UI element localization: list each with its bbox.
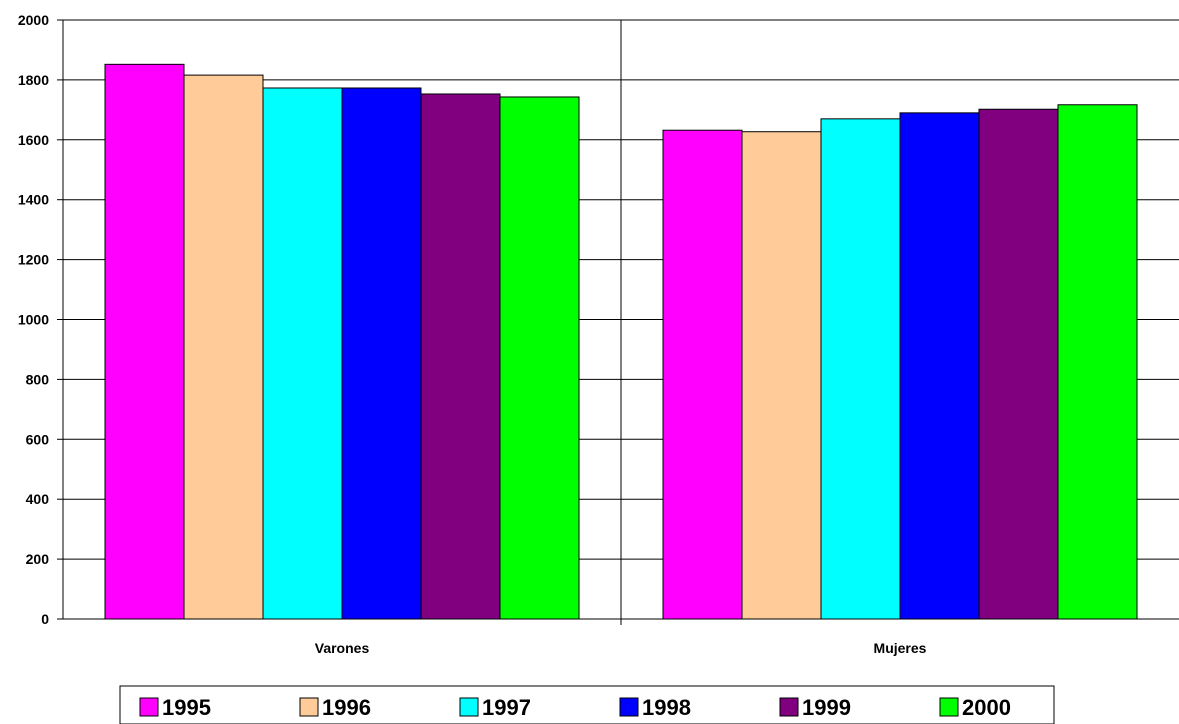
- y-tick-label: 1000: [18, 312, 49, 328]
- y-tick-label: 1600: [18, 132, 49, 148]
- legend: 1995 1996 1997 1998 1999 2000: [119, 685, 1055, 724]
- bar-varones-1996: [183, 74, 264, 620]
- y-tick-label: 0: [41, 611, 49, 627]
- legend-label-1999: 1999: [802, 695, 851, 720]
- y-tick-label: 1400: [18, 192, 49, 208]
- y-tick-label: 600: [26, 431, 50, 447]
- bar-mujeres-1999: [978, 108, 1059, 620]
- y-tick-label: 400: [26, 491, 50, 507]
- y-tick-label: 200: [26, 551, 50, 567]
- bar-varones-1999: [420, 93, 501, 620]
- legend-label-1996: 1996: [322, 695, 371, 720]
- legend-swatch-1998: [619, 697, 639, 717]
- bars: [104, 63, 1138, 620]
- bar-varones-1998: [341, 87, 422, 620]
- legend-swatch-1996: [299, 697, 319, 717]
- legend-swatch-1995: [139, 697, 159, 717]
- bar-mujeres-1995: [662, 129, 743, 620]
- bar-mujeres-1998: [899, 112, 980, 620]
- legend-label-1997: 1997: [482, 695, 531, 720]
- legend-label-1995: 1995: [162, 695, 211, 720]
- bar-mujeres-1997: [820, 118, 901, 620]
- x-category-label: Mujeres: [874, 640, 927, 656]
- bar-varones-1997: [262, 87, 343, 620]
- bar-varones-1995: [104, 63, 185, 620]
- bar-mujeres-2000: [1057, 104, 1138, 620]
- legend-swatch-2000: [939, 697, 959, 717]
- bar-varones-2000: [499, 96, 580, 620]
- x-category-label: Varones: [315, 640, 370, 656]
- legend-swatch-1997: [459, 697, 479, 717]
- legend-box: [119, 685, 1055, 724]
- legend-label-2000: 2000: [962, 695, 1011, 720]
- y-tick-label: 2000: [18, 12, 49, 28]
- y-tick-label: 800: [26, 371, 50, 387]
- axes: 0 200 400 600 800 1000 1200 1400 1600 1800 2000 Var…: [18, 12, 1179, 656]
- bar-mujeres-1996: [741, 131, 822, 620]
- y-tick-label: 1800: [18, 72, 49, 88]
- legend-label-1998: 1998: [642, 695, 691, 720]
- y-tick-label: 1200: [18, 252, 49, 268]
- legend-swatch-1999: [779, 697, 799, 717]
